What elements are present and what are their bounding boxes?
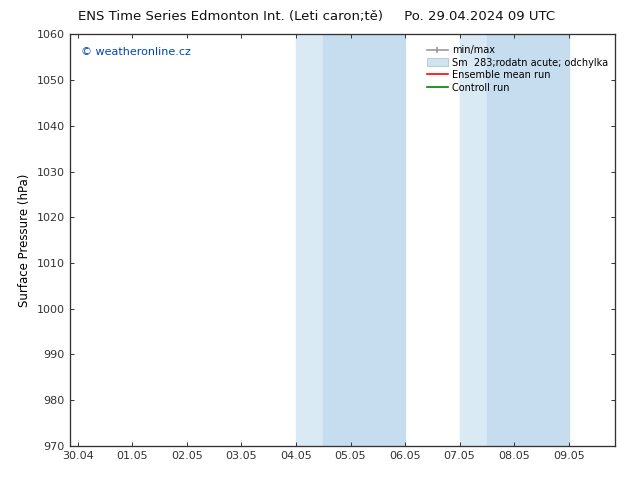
Legend: min/max, Sm  283;rodatn acute; odchylka, Ensemble mean run, Controll run: min/max, Sm 283;rodatn acute; odchylka, … — [425, 43, 610, 95]
Bar — [487, 34, 569, 446]
Y-axis label: Surface Pressure (hPa): Surface Pressure (hPa) — [18, 173, 31, 307]
Bar — [460, 34, 487, 446]
Text: ENS Time Series Edmonton Int. (Leti caron;tě)     Po. 29.04.2024 09 UTC: ENS Time Series Edmonton Int. (Leti caro… — [79, 10, 555, 23]
Bar — [296, 34, 323, 446]
Bar — [323, 34, 405, 446]
Text: © weatheronline.cz: © weatheronline.cz — [81, 47, 191, 57]
